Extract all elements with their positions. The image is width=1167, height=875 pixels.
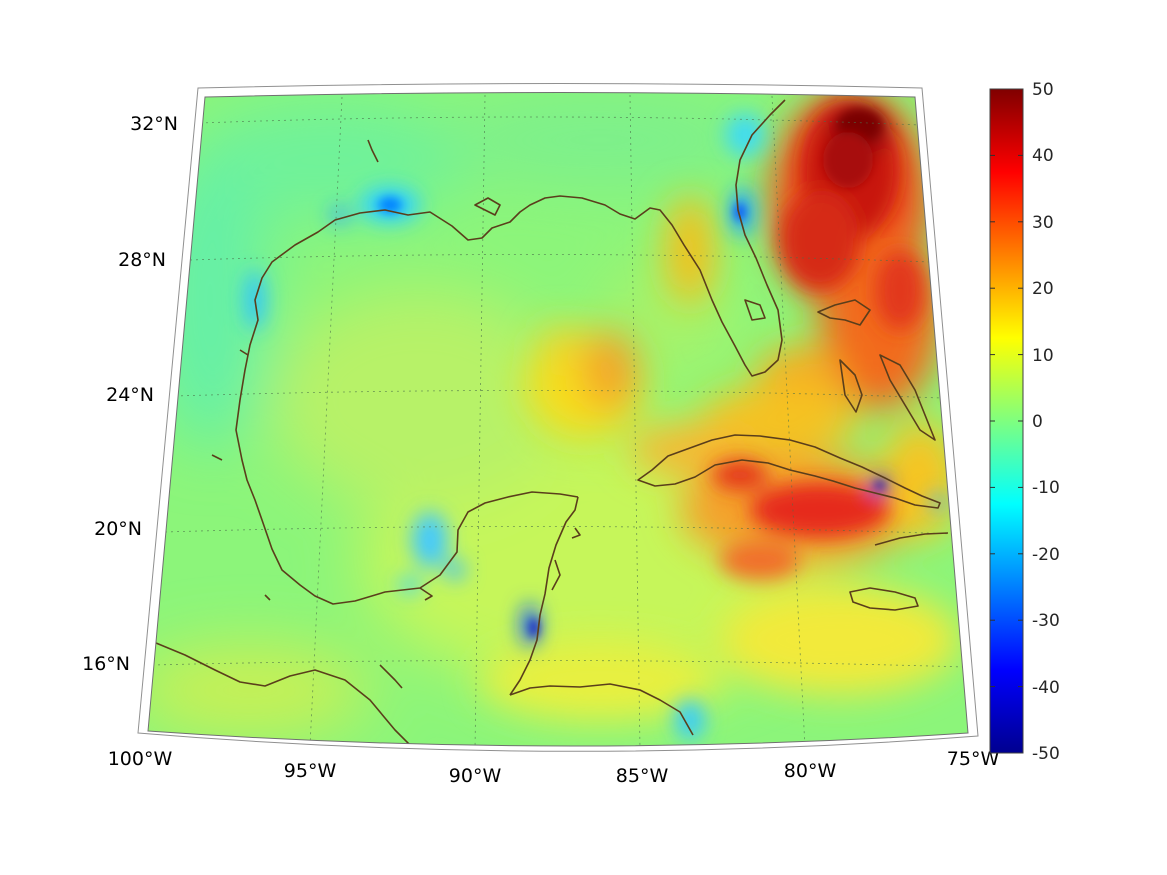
- gulf-coastline: [235, 99, 786, 605]
- lon-label: 100°W: [108, 748, 173, 770]
- central-america-coast: [509, 683, 694, 736]
- colorbar-tick-label: 40: [1032, 146, 1054, 166]
- cuba-coastline: [637, 434, 941, 509]
- lon-label: 95°W: [284, 760, 337, 782]
- colorbar-tick-label: 50: [1032, 80, 1054, 100]
- lon-label: 85°W: [616, 765, 669, 787]
- map-frame: [137, 83, 979, 752]
- colorbar-ticks: [990, 154, 1023, 688]
- colorbar-tick-label: 20: [1032, 279, 1054, 299]
- pacific-coast: [155, 642, 416, 747]
- colorbar-tick-label: -40: [1032, 678, 1060, 698]
- colorbar-tick-label: 10: [1032, 346, 1054, 366]
- colorbar-tick-label: 30: [1032, 213, 1054, 233]
- lon-label: 80°W: [784, 760, 837, 782]
- colorbar-tick-label: 0: [1032, 412, 1043, 432]
- colorbar-tick-label: -30: [1032, 611, 1060, 631]
- lon-label: 75°W: [947, 748, 1000, 770]
- colorbar-tick-label: -50: [1032, 744, 1060, 764]
- lat-label: 32°N: [130, 113, 178, 135]
- longitude-labels: 100°W 95°W 90°W 85°W 80°W 75°W: [108, 748, 1000, 787]
- island-bits: [211, 139, 766, 689]
- colorbar: 50 40 30 20 10 0 -10 -20 -30 -40 -50: [989, 80, 1060, 764]
- lat-label: 16°N: [82, 653, 130, 675]
- graticule: [151, 94, 966, 747]
- latitude-labels: 32°N 28°N 24°N 20°N 16°N: [82, 113, 178, 675]
- colorbar-tick-label: -20: [1032, 545, 1060, 565]
- jamaica-coastline: [849, 587, 919, 611]
- lon-label: 90°W: [449, 765, 502, 787]
- colorbar-tick-label: -10: [1032, 478, 1060, 498]
- yucatan-coastline: [509, 496, 579, 696]
- lat-label: 20°N: [94, 518, 142, 540]
- colorbar-labels: 50 40 30 20 10 0 -10 -20 -30 -40 -50: [1032, 80, 1060, 764]
- data-field: [148, 92, 968, 747]
- hispaniola-coastline: [874, 532, 949, 546]
- colorbar-gradient: [989, 88, 1024, 754]
- lat-label: 24°N: [106, 384, 154, 406]
- lat-label: 28°N: [118, 249, 166, 271]
- coastlines: [155, 99, 949, 747]
- bahamas-coastline: [817, 299, 936, 441]
